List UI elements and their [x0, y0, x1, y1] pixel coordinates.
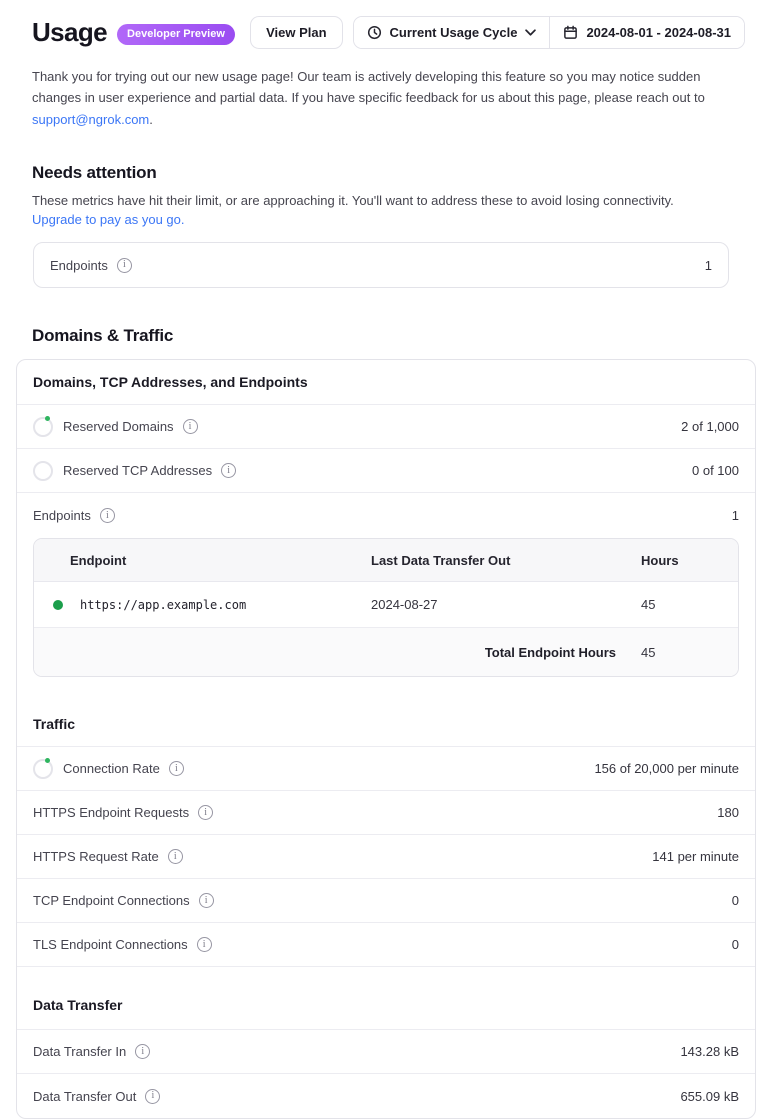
- needs-attention-card: Endpoints 1: [33, 242, 729, 289]
- progress-dot: [45, 758, 50, 764]
- row-value: 0: [731, 893, 739, 909]
- row-label: Reserved TCP Addresses: [63, 463, 213, 479]
- info-icon[interactable]: [221, 463, 237, 479]
- chevron-down-icon: [525, 29, 537, 36]
- row-label: Data Transfer In: [33, 1044, 127, 1060]
- usage-cycle-label: Current Usage Cycle: [389, 25, 518, 40]
- domains-traffic-heading: Domains & Traffic: [32, 326, 174, 346]
- total-hours-value: 45: [641, 644, 656, 660]
- toolbar: View Plan Current Usage Cycle 2024-08-01…: [250, 16, 745, 49]
- needs-attention-description: These metrics have hit their limit, or a…: [32, 193, 674, 209]
- usage-row-connection-rate: Connection Rate 156 of 20,000 per minute: [17, 747, 755, 792]
- row-value: 1: [704, 257, 712, 273]
- usage-row-reserved-domains: Reserved Domains 2 of 1,000: [17, 405, 755, 450]
- support-email-link[interactable]: support@ngrok.com: [32, 111, 150, 127]
- row-label: Reserved Domains: [63, 419, 174, 435]
- progress-ring: [33, 758, 53, 779]
- card-header: Domains, TCP Addresses, and Endpoints: [17, 360, 755, 406]
- col-header-hours: Hours: [641, 552, 679, 568]
- intro-paragraph: Thank you for trying out our new usage p…: [32, 66, 740, 130]
- info-icon[interactable]: [99, 508, 115, 524]
- online-status-dot: [53, 599, 63, 610]
- hours-cell: 45: [641, 597, 656, 613]
- clock-icon: [367, 25, 381, 40]
- row-value: 156 of 20,000 per minute: [594, 761, 739, 777]
- endpoints-table: Endpoint Last Data Transfer Out Hours ht…: [33, 538, 739, 678]
- row-label: Connection Rate: [63, 761, 160, 777]
- usage-cycle-date-group: Current Usage Cycle 2024-08-01 - 2024-08…: [352, 16, 745, 49]
- table-footer-row: Total Endpoint Hours 45: [34, 628, 738, 677]
- row-label: HTTPS Endpoint Requests: [33, 805, 190, 821]
- needs-attention-section: Needs attention These metrics have hit t…: [32, 163, 740, 289]
- domains-traffic-card: Domains, TCP Addresses, and Endpoints Re…: [16, 359, 756, 1119]
- table-header-row: Endpoint Last Data Transfer Out Hours: [34, 539, 738, 583]
- traffic-subheader: Traffic: [17, 693, 755, 748]
- upgrade-link[interactable]: Upgrade to pay as you go.: [32, 212, 185, 228]
- row-value: 0: [731, 937, 739, 953]
- col-header-last-transfer: Last Data Transfer Out: [371, 552, 511, 568]
- date-range-picker[interactable]: 2024-08-01 - 2024-08-31: [550, 17, 744, 48]
- needs-attention-heading: Needs attention: [32, 163, 157, 183]
- page-title: Usage: [32, 17, 108, 47]
- row-label: TLS Endpoint Connections: [33, 937, 188, 953]
- intro-text: Thank you for trying out our new usage p…: [32, 69, 705, 106]
- usage-row-data-transfer-in: Data Transfer In 143.28 kB: [17, 1030, 755, 1075]
- info-icon[interactable]: [182, 419, 198, 435]
- date-range-label: 2024-08-01 - 2024-08-31: [586, 25, 731, 40]
- row-label: TCP Endpoint Connections: [33, 893, 190, 909]
- row-value: 143.28 kB: [680, 1044, 739, 1060]
- row-label: Endpoints: [50, 257, 108, 273]
- info-icon[interactable]: [198, 893, 214, 909]
- row-value: 141 per minute: [652, 849, 739, 865]
- usage-row-endpoints-attention: Endpoints 1: [34, 243, 728, 287]
- info-icon[interactable]: [168, 761, 184, 777]
- intro-suffix: .: [149, 111, 153, 127]
- developer-preview-badge: Developer Preview: [117, 24, 235, 45]
- view-plan-button[interactable]: View Plan: [250, 16, 343, 49]
- row-value: 180: [717, 805, 739, 821]
- info-icon[interactable]: [198, 805, 214, 821]
- group-divider: [549, 17, 551, 48]
- usage-row-https-endpoint-requests: HTTPS Endpoint Requests 180: [17, 791, 755, 836]
- info-icon[interactable]: [116, 257, 132, 273]
- row-label: HTTPS Request Rate: [33, 849, 159, 865]
- row-label: Data Transfer Out: [33, 1088, 137, 1104]
- usage-row-reserved-tcp: Reserved TCP Addresses 0 of 100: [17, 449, 755, 494]
- info-icon[interactable]: [145, 1088, 161, 1104]
- info-icon[interactable]: [167, 849, 183, 865]
- calendar-icon: [564, 25, 578, 39]
- usage-row-data-transfer-out: Data Transfer Out 655.09 kB: [17, 1074, 755, 1118]
- usage-cycle-dropdown[interactable]: Current Usage Cycle: [353, 17, 550, 48]
- total-hours-label: Total Endpoint Hours: [484, 644, 616, 660]
- last-transfer-cell: 2024-08-27: [371, 597, 438, 613]
- usage-row-tls-endpoint-connections: TLS Endpoint Connections 0: [17, 923, 755, 968]
- data-transfer-subheader: Data Transfer: [17, 967, 755, 1031]
- info-icon[interactable]: [135, 1044, 151, 1060]
- row-value: 1: [731, 508, 739, 524]
- row-value: 0 of 100: [692, 463, 739, 479]
- usage-row-tcp-endpoint-connections: TCP Endpoint Connections 0: [17, 879, 755, 924]
- page-header: Usage Developer Preview View Plan Curren…: [0, 0, 772, 49]
- info-icon[interactable]: [196, 937, 212, 953]
- endpoints-block: Endpoints 1 Endpoint Last Data Transfer …: [17, 493, 755, 693]
- progress-ring: [33, 460, 53, 481]
- progress-dot: [45, 416, 50, 422]
- usage-row-endpoints: Endpoints 1: [33, 493, 739, 538]
- table-row: https://app.example.com 2024-08-27 45: [34, 582, 738, 629]
- row-value: 655.09 kB: [680, 1088, 739, 1104]
- usage-row-https-request-rate: HTTPS Request Rate 141 per minute: [17, 835, 755, 880]
- row-value: 2 of 1,000: [681, 419, 739, 435]
- progress-ring: [33, 416, 53, 437]
- endpoint-url: https://app.example.com: [80, 597, 247, 612]
- col-header-endpoint: Endpoint: [70, 552, 127, 568]
- row-label: Endpoints: [33, 508, 91, 524]
